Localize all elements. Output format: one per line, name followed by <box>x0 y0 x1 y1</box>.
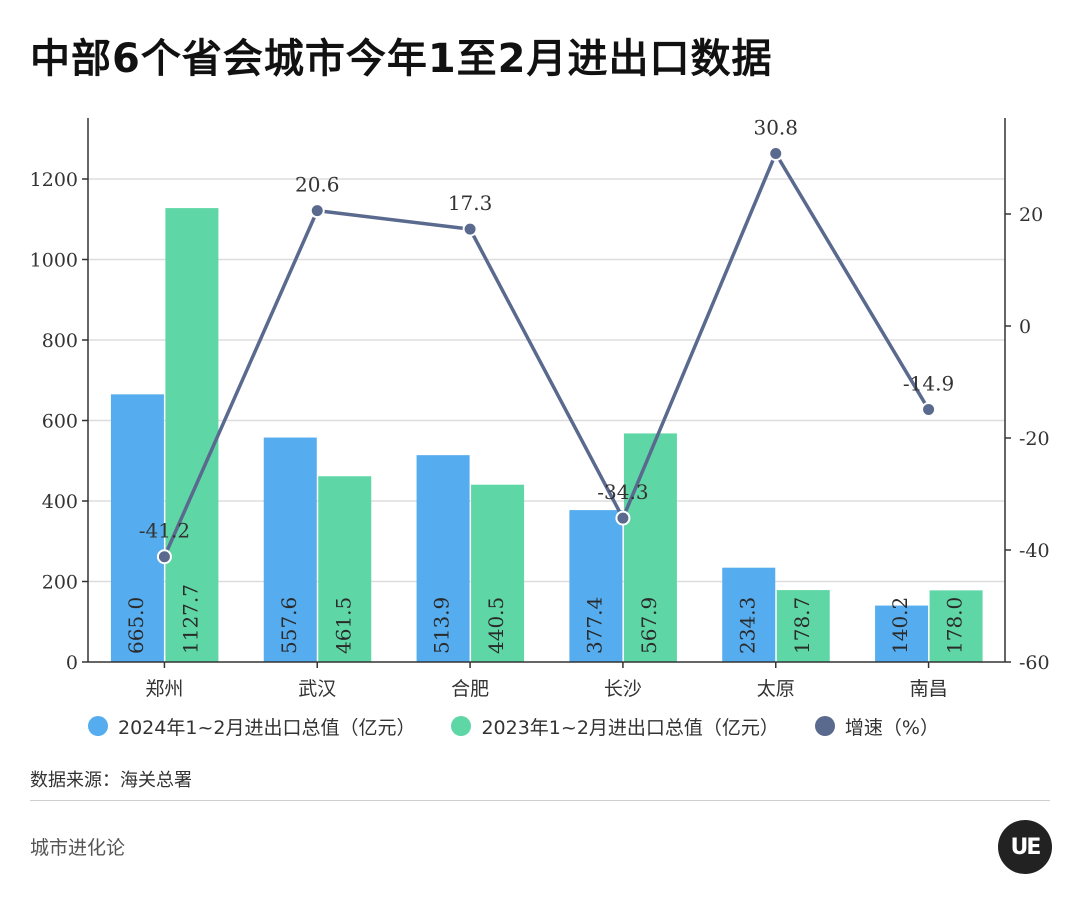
bar-2024-label: 377.4 <box>582 597 606 654</box>
y-left-tick-label: 200 <box>42 572 78 594</box>
legend-swatch-2023 <box>451 716 472 736</box>
page-title: 中部6个省会城市今年1至2月进出口数据 <box>30 36 773 82</box>
legend-swatch-2024 <box>88 716 108 736</box>
bar-2023-label: 567.9 <box>637 597 661 654</box>
x-tick-label: 长沙 <box>604 678 642 700</box>
bar-2023 <box>776 590 830 662</box>
growth-label: 20.6 <box>295 173 340 197</box>
y-left-tick-label: 1200 <box>30 169 78 191</box>
bar-2024-label: 557.6 <box>277 597 301 654</box>
bar-2024 <box>875 605 929 662</box>
legend-label-2023: 2023年1~2月进出口总值（亿元） <box>481 716 779 739</box>
bar-2024-label: 665.0 <box>124 597 148 654</box>
bar-2024 <box>263 437 317 662</box>
bar-2023-label: 461.5 <box>331 597 355 654</box>
y-right-tick-label: 0 <box>1019 316 1031 338</box>
y-left-tick-label: 0 <box>66 652 78 674</box>
bar-2023 <box>471 484 525 662</box>
divider <box>30 800 1050 801</box>
growth-label: -34.3 <box>597 480 648 504</box>
logo-text: UE <box>1010 834 1042 860</box>
bar-2024 <box>722 567 776 662</box>
y-left-tick-label: 1000 <box>30 250 78 272</box>
y-right-tick-label: -60 <box>1019 652 1050 674</box>
growth-line <box>156 146 937 565</box>
y-right-tick-label: -40 <box>1019 540 1050 562</box>
x-tick-label: 南昌 <box>910 678 948 700</box>
x-tick-label: 太原 <box>757 678 795 700</box>
y-right-tick-label: 20 <box>1019 204 1043 226</box>
growth-label: 17.3 <box>448 191 493 215</box>
legend-label-2024: 2024年1~2月进出口总值（亿元） <box>118 716 416 739</box>
bar-2024 <box>416 455 470 662</box>
bar-2024-label: 140.2 <box>888 597 912 654</box>
data-source: 数据来源：海关总署 <box>30 770 192 791</box>
chart: 0 200 400 600 800 1000 1200 -60 -40 -20 0 20 郑州 武汉 合肥 长… <box>30 116 1050 700</box>
bar-2024-label: 234.3 <box>735 597 759 654</box>
growth-label: -41.2 <box>139 519 190 543</box>
growth-point <box>156 549 172 565</box>
bar-2023 <box>929 590 983 662</box>
x-tick-label: 郑州 <box>145 678 183 700</box>
legend: 2024年1~2月进出口总值（亿元） 2023年1~2月进出口总值（亿元） 增速… <box>88 708 975 744</box>
legend-item-growth[interactable]: 增速（%） <box>814 713 939 740</box>
growth-label: -14.9 <box>903 371 954 395</box>
growth-polyline <box>162 151 931 558</box>
bar-2023 <box>165 208 219 662</box>
legend-item-2024[interactable]: 2024年1~2月进出口总值（亿元） <box>88 713 415 740</box>
bar-2023 <box>318 476 372 662</box>
legend-swatch-growth <box>814 716 835 736</box>
axes: 0 200 400 600 800 1000 1200 -60 -40 -20 0 20 郑州 武汉 合肥 长… <box>30 118 1050 700</box>
legend-item-2023[interactable]: 2023年1~2月进出口总值（亿元） <box>451 713 779 740</box>
bar-2023-label: 178.7 <box>790 597 814 654</box>
growth-point <box>615 510 631 526</box>
bar-2023-label: 178.0 <box>943 597 967 654</box>
y-left-tick-label: 800 <box>42 330 78 352</box>
growth-point <box>921 401 937 417</box>
y-right-tick-label: -20 <box>1019 428 1050 450</box>
growth-label: 30.8 <box>753 116 798 140</box>
gridlines <box>88 178 1005 583</box>
x-tick-label: 武汉 <box>298 678 336 700</box>
y-left-tick-label: 400 <box>42 491 78 513</box>
bar-2023-label: 440.5 <box>484 597 508 654</box>
brand-name: 城市进化论 <box>30 837 126 859</box>
bar-2024 <box>110 394 164 662</box>
growth-point <box>768 146 784 162</box>
bar-2024 <box>569 510 623 662</box>
growth-point <box>462 221 478 237</box>
bar-2023-label: 1127.7 <box>178 584 202 654</box>
legend-label-growth: 增速（%） <box>844 716 939 739</box>
y-left-tick-label: 600 <box>42 411 78 433</box>
x-tick-label: 合肥 <box>451 678 489 700</box>
brand-logo: UE <box>998 820 1052 874</box>
bars <box>110 208 983 662</box>
bar-2023 <box>623 433 677 662</box>
bar-2024-label: 513.9 <box>430 597 454 654</box>
growth-point <box>309 203 325 219</box>
data-labels: 665.0 1127.7 557.6 461.5 513.9 440.5 377.4 567.… <box>124 116 967 654</box>
